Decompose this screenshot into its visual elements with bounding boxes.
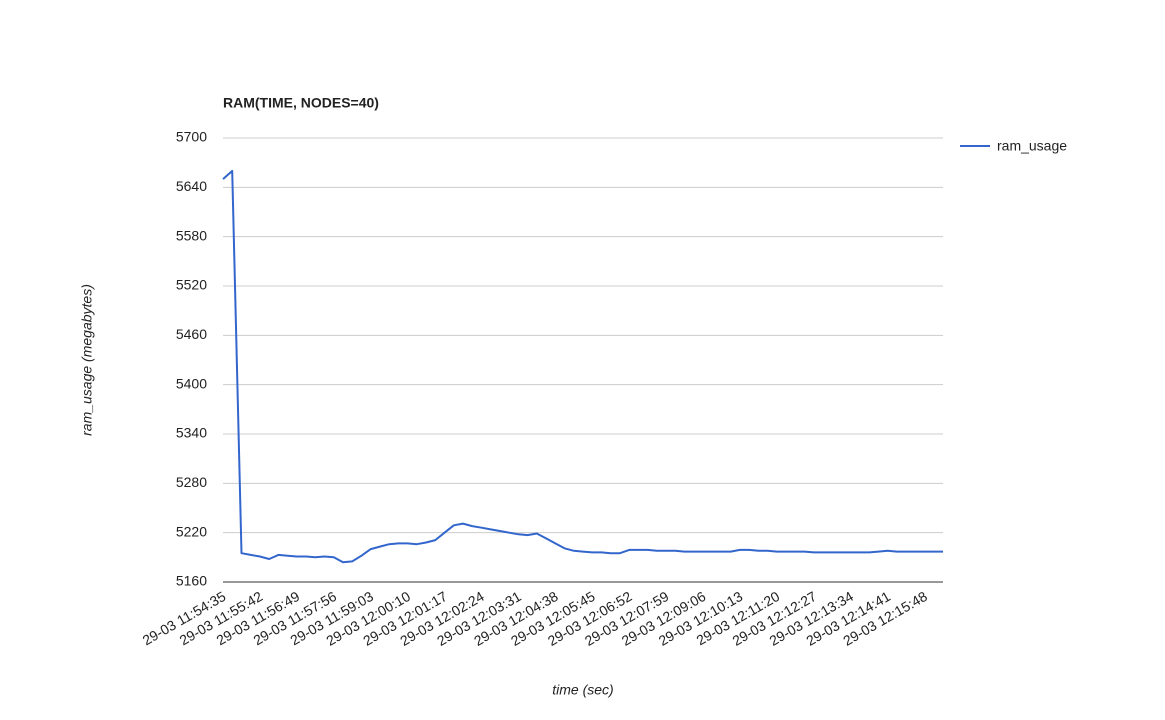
legend: ram_usage: [960, 138, 1067, 154]
y-tick-label: 5160: [176, 573, 207, 589]
y-tick-label: 5340: [176, 425, 207, 441]
data-line: [222, 169, 943, 564]
y-tick-label: 5220: [176, 523, 207, 539]
y-tick-label: 5640: [176, 178, 207, 194]
y-axis-title: ram_usage (megabytes): [79, 284, 95, 436]
y-tick-label: 5700: [176, 129, 207, 145]
y-tick-label: 5520: [176, 277, 207, 293]
x-axis-title: time (sec): [552, 682, 613, 698]
y-tick-label: 5280: [176, 474, 207, 490]
chart-title: RAM(TIME, NODES=40): [223, 95, 379, 111]
y-tick-label: 5400: [176, 375, 207, 391]
y-tick-label: 5580: [176, 227, 207, 243]
legend-label: ram_usage: [997, 138, 1067, 154]
y-tick-label: 5460: [176, 326, 207, 342]
